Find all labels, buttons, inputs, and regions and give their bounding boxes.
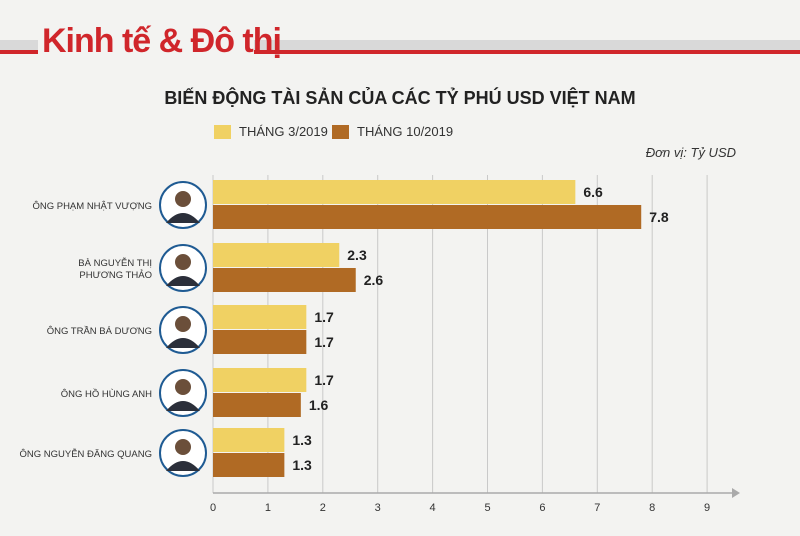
x-tick-label: 1 (265, 502, 271, 514)
bar-march (213, 428, 285, 452)
bar-march (213, 305, 307, 329)
bar-value-label: 7.8 (649, 209, 669, 225)
category-label: ÔNG TRẦN BÁ DƯƠNG (47, 326, 152, 337)
avatar-body (166, 276, 200, 286)
bar-value-label: 2.3 (347, 247, 367, 263)
bar-october (213, 330, 307, 354)
x-tick-label: 3 (375, 502, 381, 514)
avatar-body (166, 213, 200, 223)
bar-value-label: 1.6 (309, 397, 329, 413)
avatar-head (175, 379, 191, 395)
bar-october (213, 453, 285, 477)
brand-logo-text: Kinh tế & Đô thị (42, 22, 282, 60)
x-tick-label: 5 (484, 502, 490, 514)
bar-march (213, 243, 340, 267)
avatar-body (166, 401, 200, 411)
x-axis-arrow (732, 488, 740, 498)
x-tick-label: 4 (430, 502, 436, 514)
legend-label-march: THÁNG 3/2019 (239, 124, 328, 139)
avatar-body (166, 461, 200, 471)
chart-title: BIẾN ĐỘNG TÀI SẢN CỦA CÁC TỶ PHÚ USD VIỆ… (164, 88, 636, 108)
x-tick-label: 2 (320, 502, 326, 514)
x-tick-label: 7 (594, 502, 600, 514)
avatar-head (175, 316, 191, 332)
brand-logo: Kinh tế & Đô thị (38, 22, 282, 62)
bar-october (213, 393, 301, 417)
bar-october (213, 268, 356, 292)
bar-value-label: 1.3 (292, 457, 312, 473)
x-tick-label: 0 (210, 502, 216, 514)
legend-label-october: THÁNG 10/2019 (357, 124, 454, 139)
legend-swatch-october (332, 124, 349, 139)
x-tick-label: 6 (539, 502, 545, 514)
category-label: BÀ NGUYỄN THỊ (78, 257, 152, 269)
legend-item-october: THÁNG 10/2019 (332, 124, 453, 139)
bar-value-label: 6.6 (583, 184, 603, 200)
bar-value-label: 1.7 (314, 309, 334, 325)
bar-march (213, 368, 307, 392)
bar-march (213, 180, 576, 204)
header-rule (0, 40, 800, 50)
category-label: ÔNG HỒ HÙNG ANH (61, 388, 152, 400)
x-tick-label: 8 (649, 502, 655, 514)
bar-value-label: 2.6 (364, 272, 384, 288)
x-tick-label: 9 (704, 502, 710, 514)
category-label: ÔNG NGUYỄN ĐĂNG QUANG (20, 448, 153, 460)
avatar-head (175, 191, 191, 207)
bar-value-label: 1.3 (292, 432, 312, 448)
header-red-rule-right (254, 50, 800, 54)
unit-label: Đơn vị: Tỷ USD (645, 145, 736, 160)
legend-swatch-march (214, 124, 231, 139)
bar-value-label: 1.7 (314, 334, 334, 350)
header-red-rule-left (0, 50, 38, 54)
bar-value-label: 1.7 (314, 372, 334, 388)
category-label: ÔNG PHẠM NHẬT VƯỢNG (32, 201, 152, 212)
bar-october (213, 205, 642, 229)
legend-item-march: THÁNG 3/2019 (214, 124, 328, 139)
avatar-head (175, 439, 191, 455)
category-label: PHƯƠNG THẢO (79, 269, 152, 281)
avatar-body (166, 338, 200, 348)
avatar-head (175, 254, 191, 270)
